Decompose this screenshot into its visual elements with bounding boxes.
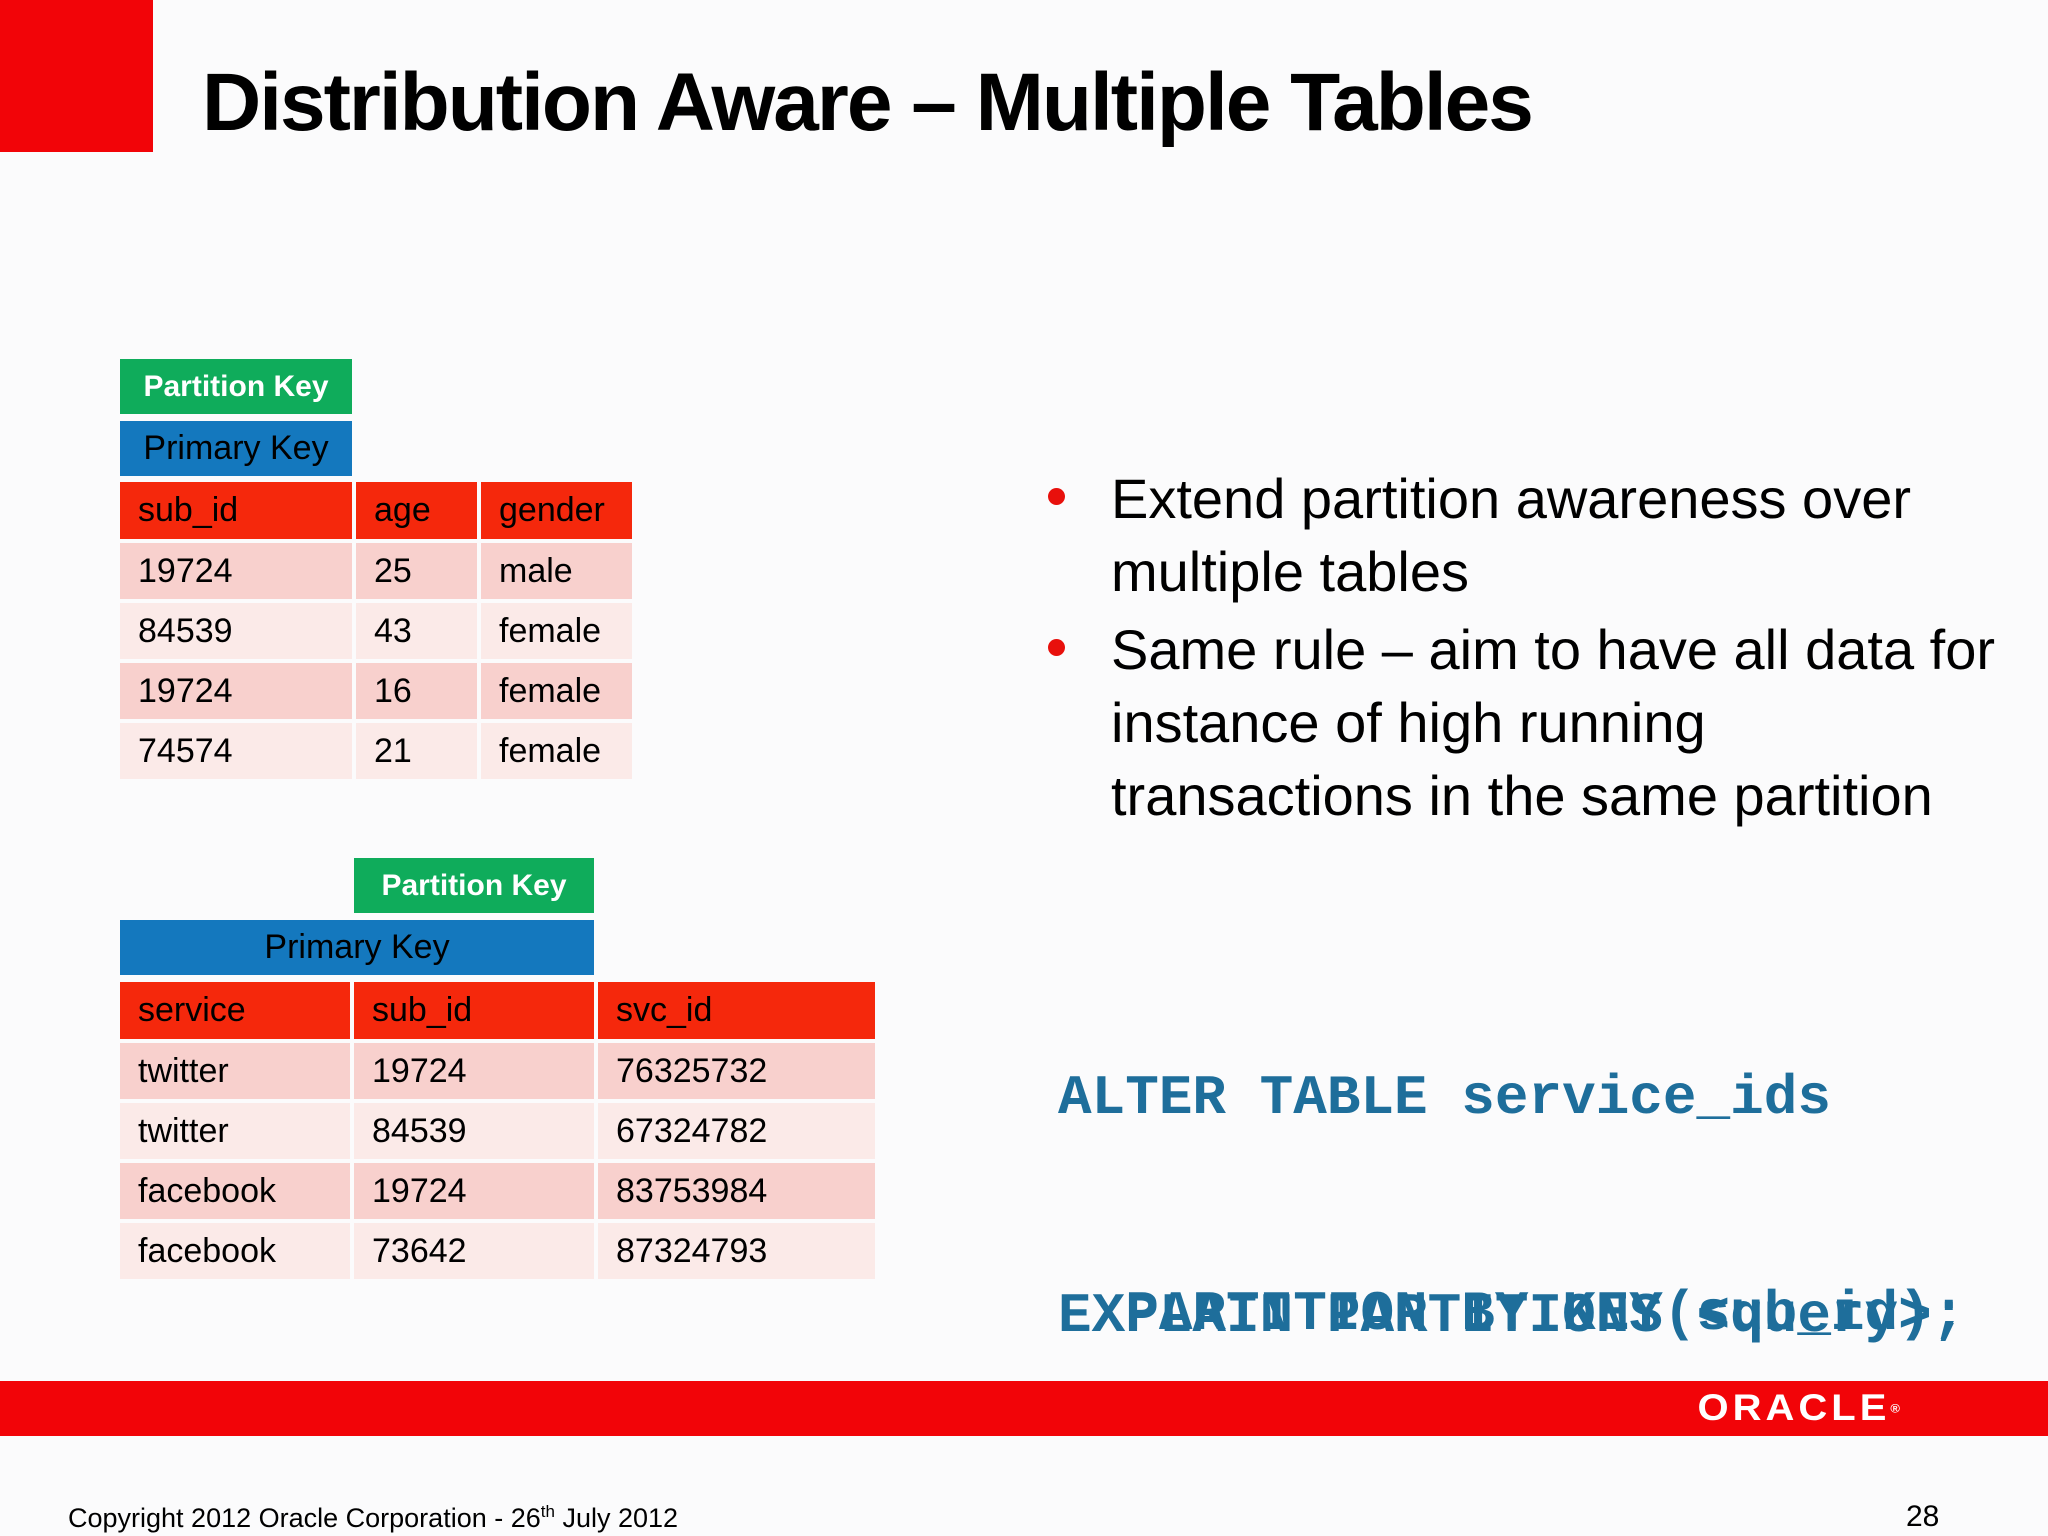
- table2-col-header: svc_id: [598, 982, 875, 1039]
- table-cell: 19724: [354, 1163, 594, 1219]
- table-cell: female: [481, 723, 632, 779]
- oracle-logo-text: ORACLE: [1697, 1387, 1891, 1429]
- bullet-line: multiple tables: [1111, 540, 1469, 603]
- copyright-line: Copyright 2012 Oracle Corporation - 26th…: [68, 1502, 678, 1534]
- table-cell: 74574: [120, 723, 352, 779]
- table-cell: facebook: [120, 1223, 350, 1279]
- bullet-item: Extend partition awareness over multiple…: [1048, 462, 2028, 608]
- sql-explain-partitions-statement: EXPLAIN PARTITIONS <query>;: [1058, 1136, 1965, 1424]
- code-line: EXPLAIN PARTITIONS <query>;: [1058, 1284, 1966, 1348]
- table2-col-header: sub_id: [354, 982, 594, 1039]
- bullet-list: Extend partition awareness over multiple…: [1048, 462, 2028, 837]
- service-ids-table: Partition Key Primary Key service sub_id…: [120, 858, 875, 1279]
- oracle-logo: ORACLE ®: [1698, 1383, 1900, 1434]
- registered-trademark-icon: ®: [1890, 1401, 1900, 1415]
- table-cell: female: [481, 663, 632, 719]
- table-cell: 19724: [120, 663, 352, 719]
- table-cell: female: [481, 603, 632, 659]
- table-cell: 76325732: [598, 1043, 875, 1099]
- table-cell: 21: [356, 723, 477, 779]
- copyright-ordinal-suffix: th: [540, 1502, 555, 1521]
- bullet-dot-icon: [1048, 639, 1065, 656]
- sql-alter-table-statement: ALTER TABLE service_ids PARTITION BY KEY…: [1058, 918, 1965, 1422]
- table-cell: 19724: [120, 543, 352, 599]
- table2-partition-key-badge: Partition Key: [354, 858, 594, 913]
- table-cell: 84539: [354, 1103, 594, 1159]
- bullet-text: Same rule – aim to have all data for ins…: [1111, 613, 1995, 832]
- bullet-line: instance of high running: [1111, 691, 1706, 754]
- table2-primary-key-badge: Primary Key: [120, 920, 594, 975]
- table-cell: 84539: [120, 603, 352, 659]
- bullet-dot-icon: [1048, 488, 1065, 505]
- table-cell: twitter: [120, 1043, 350, 1099]
- code-line: PARTITION BY KEY(sub_id);: [1058, 1282, 1966, 1346]
- table-cell: 43: [356, 603, 477, 659]
- table-cell: twitter: [120, 1103, 350, 1159]
- table-cell: 16: [356, 663, 477, 719]
- code-line: ALTER TABLE service_ids: [1058, 1066, 1831, 1130]
- bullet-item: Same rule – aim to have all data for ins…: [1048, 613, 2028, 832]
- page-number: 28: [1906, 1500, 1940, 1533]
- copyright-text: Copyright 2012 Oracle Corporation - 26: [68, 1503, 541, 1533]
- table-cell: facebook: [120, 1163, 350, 1219]
- table-cell: 19724: [354, 1043, 594, 1099]
- table1-partition-key-badge: Partition Key: [120, 359, 352, 414]
- bullet-line: Extend partition awareness over: [1111, 467, 1911, 530]
- table-cell: 73642: [354, 1223, 594, 1279]
- subscriber-table: Partition Key Primary Key sub_id age gen…: [120, 359, 632, 779]
- table1-grid: sub_id age gender 19724 25 male 84539 43…: [120, 482, 632, 779]
- table-cell: 87324793: [598, 1223, 875, 1279]
- copyright-date: July 2012: [554, 1503, 679, 1533]
- table1-col-header: gender: [481, 482, 632, 539]
- bullet-line: Same rule – aim to have all data for: [1111, 618, 1996, 681]
- table1-primary-key-badge: Primary Key: [120, 421, 352, 476]
- table-cell: 83753984: [598, 1163, 875, 1219]
- table-cell: 67324782: [598, 1103, 875, 1159]
- table1-col-header: sub_id: [120, 482, 352, 539]
- table1-col-header: age: [356, 482, 477, 539]
- bullet-text: Extend partition awareness over multiple…: [1111, 462, 1911, 608]
- oracle-red-corner-square: [0, 0, 153, 152]
- bullet-line: transactions in the same partition: [1111, 764, 1933, 827]
- footer-red-bar: ORACLE ®: [0, 1381, 2048, 1436]
- page-title: Distribution Aware – Multiple Tables: [202, 57, 1534, 148]
- table2-grid: service sub_id svc_id twitter 19724 7632…: [120, 982, 875, 1279]
- table2-col-header: service: [120, 982, 350, 1039]
- table-cell: male: [481, 543, 632, 599]
- table-cell: 25: [356, 543, 477, 599]
